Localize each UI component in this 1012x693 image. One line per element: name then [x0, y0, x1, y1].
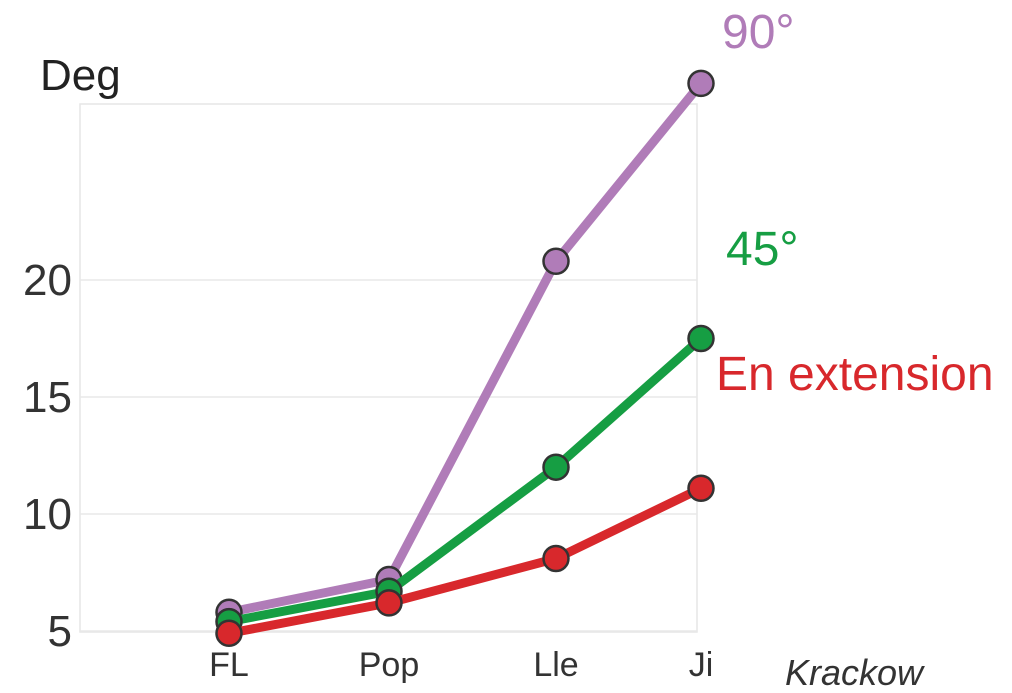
series-2-label: 45° — [726, 223, 799, 276]
x-tick-label-pop: Pop — [359, 646, 420, 684]
series-3-label: En extension — [716, 348, 994, 401]
y-axis-title: Deg — [40, 51, 121, 100]
series-1: 90° — [215, 6, 795, 627]
series-3-point-fl — [215, 619, 243, 648]
series-2-line — [224, 334, 706, 627]
series-3-line — [224, 483, 706, 638]
series-1-label: 90° — [722, 6, 795, 59]
series-3-point-lle — [542, 544, 570, 573]
series-3: En extension — [215, 348, 994, 648]
plot-frame — [79, 103, 698, 633]
x-tick-label-lle: Lle — [533, 646, 578, 684]
x-tick-label-ji: Ji — [689, 646, 714, 684]
series-3-point-pop — [375, 589, 403, 617]
series-2-point-lle — [542, 453, 570, 481]
y-tick-labels: 5 10 15 20 — [23, 256, 72, 656]
y-tick-label-5: 5 — [48, 607, 72, 656]
series-group: 90° 45° En extension — [215, 6, 994, 648]
series-2-point-ji — [687, 324, 715, 353]
series-1-line — [224, 78, 706, 617]
x-tick-label-fl: FL — [209, 646, 249, 684]
gridlines — [80, 279, 697, 632]
x-axis-title: Krackow — [785, 652, 925, 693]
series-1-point-ji — [687, 69, 715, 98]
series-1-point-lle — [542, 247, 570, 276]
y-tick-label-20: 20 — [23, 256, 72, 305]
series-3-point-ji — [687, 474, 715, 503]
x-tick-labels: FL Pop Lle Ji — [209, 646, 713, 684]
y-tick-label-10: 10 — [23, 490, 72, 539]
y-tick-label-15: 15 — [23, 373, 72, 422]
